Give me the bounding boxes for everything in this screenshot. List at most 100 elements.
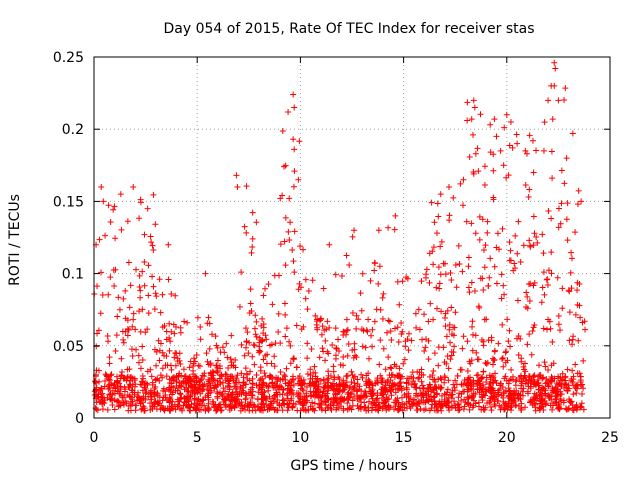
data-point <box>344 391 351 398</box>
data-point <box>263 336 270 343</box>
data-point <box>165 241 172 248</box>
data-point <box>187 403 194 410</box>
data-point <box>346 261 353 268</box>
data-point <box>120 295 127 302</box>
data-point <box>477 275 484 282</box>
data-point <box>293 322 300 329</box>
data-point <box>148 373 155 380</box>
data-point <box>380 389 387 396</box>
data-point <box>212 382 219 389</box>
data-point <box>363 327 370 334</box>
data-point <box>561 180 568 187</box>
data-point <box>526 237 533 244</box>
data-point <box>487 376 494 383</box>
data-point <box>358 371 365 378</box>
data-point <box>306 380 313 387</box>
data-point <box>526 132 533 139</box>
data-point <box>451 343 458 350</box>
data-point <box>541 291 548 298</box>
data-point <box>530 394 537 401</box>
data-point <box>388 365 395 372</box>
data-point <box>430 316 437 323</box>
data-point <box>464 394 471 401</box>
data-point <box>505 338 512 345</box>
data-point <box>340 397 347 404</box>
data-point <box>335 405 342 412</box>
data-point <box>472 332 479 339</box>
data-point <box>290 183 297 190</box>
data-point <box>150 247 157 254</box>
data-point <box>208 375 215 382</box>
data-point <box>130 183 137 190</box>
data-point <box>120 394 127 401</box>
data-point <box>375 280 382 287</box>
data-point <box>514 140 521 147</box>
data-point <box>113 332 120 339</box>
data-point <box>168 380 175 387</box>
data-point <box>513 131 520 138</box>
data-point <box>277 369 284 376</box>
data-point <box>552 393 559 400</box>
data-point <box>535 379 542 386</box>
data-point <box>320 376 327 383</box>
data-point <box>249 209 256 216</box>
data-point <box>450 194 457 201</box>
data-point <box>191 373 198 380</box>
data-point <box>197 398 204 405</box>
data-point <box>242 381 249 388</box>
data-point <box>376 263 383 270</box>
data-point <box>319 345 326 352</box>
data-point <box>317 315 324 322</box>
data-point <box>533 233 540 240</box>
data-point <box>522 374 529 381</box>
data-point <box>116 306 123 313</box>
data-point <box>542 392 549 399</box>
data-point <box>125 407 132 414</box>
data-point <box>477 111 484 118</box>
data-point <box>231 383 238 390</box>
data-point <box>549 116 556 123</box>
data-point <box>111 406 118 413</box>
data-point <box>340 354 347 361</box>
data-point <box>168 328 175 335</box>
data-point <box>443 391 450 398</box>
data-point <box>307 372 314 379</box>
data-point <box>508 407 515 414</box>
data-point <box>315 400 322 407</box>
data-point <box>435 376 442 383</box>
data-point <box>333 345 340 352</box>
data-point <box>411 384 418 391</box>
data-point <box>271 363 278 370</box>
data-point <box>258 390 265 397</box>
data-point <box>487 404 494 411</box>
data-point <box>228 394 235 401</box>
data-point <box>234 384 240 391</box>
data-point <box>549 406 556 413</box>
data-point <box>531 381 538 388</box>
data-point <box>487 149 494 156</box>
data-point <box>290 355 297 362</box>
data-point <box>518 406 525 413</box>
data-point <box>400 360 407 367</box>
data-point <box>139 357 146 364</box>
data-point <box>529 327 536 334</box>
data-point <box>112 347 119 354</box>
data-point <box>548 148 555 155</box>
data-point <box>438 238 445 245</box>
data-point <box>385 406 392 413</box>
data-point <box>438 384 445 391</box>
data-point <box>136 308 143 315</box>
data-point <box>518 358 525 365</box>
data-point <box>387 387 394 394</box>
data-point <box>128 394 135 401</box>
data-point <box>228 332 235 339</box>
data-point <box>248 308 255 315</box>
data-point <box>425 398 432 405</box>
data-point <box>429 248 436 255</box>
data-point <box>432 400 439 407</box>
data-point <box>290 258 297 265</box>
data-point <box>470 392 477 399</box>
data-point <box>506 395 513 402</box>
data-point <box>312 369 319 376</box>
